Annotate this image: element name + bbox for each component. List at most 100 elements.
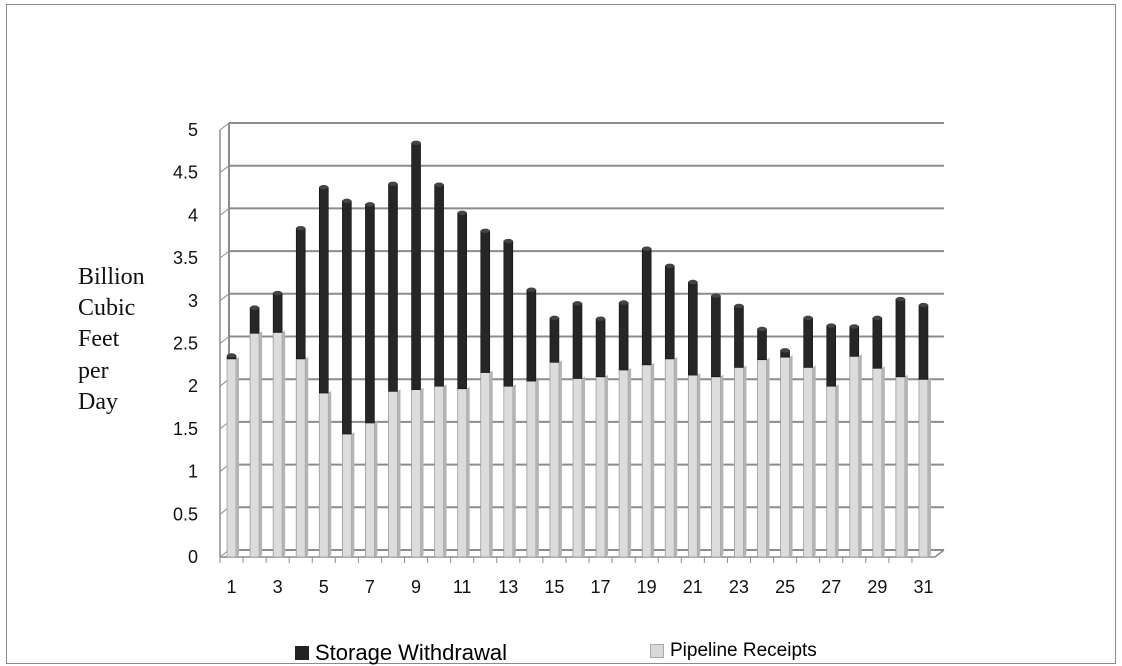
- bar-storage-withdrawal: [549, 317, 560, 363]
- bar-storage-withdrawal-cap: [480, 228, 490, 233]
- bar-pipeline-receipts: [341, 433, 352, 558]
- x-tick-label: 11: [453, 577, 472, 597]
- bar-pipeline-receipts-side: [927, 377, 931, 557]
- y-axis-label-line: Billion: [78, 264, 145, 290]
- bar-pipeline-receipts-side: [904, 374, 908, 557]
- x-tick-label: 1: [227, 577, 237, 597]
- legend-swatch-pipeline-receipts: [650, 644, 664, 658]
- bar-pipeline-receipts: [780, 356, 790, 558]
- bar-pipeline-receipts-side: [374, 420, 378, 557]
- gridline-side: [219, 165, 230, 174]
- bar-storage-withdrawal-cap: [688, 279, 698, 285]
- bar-storage-withdrawal: [388, 183, 398, 392]
- gridline-side: [219, 250, 230, 259]
- bar-storage-withdrawal-cap: [250, 305, 260, 310]
- bar-pipeline-receipts: [757, 359, 767, 558]
- x-tick-label: 3: [273, 577, 283, 597]
- bar-pipeline-receipts-side: [881, 366, 885, 557]
- y-tick-label: 1.5: [173, 419, 198, 439]
- x-tick-label: 15: [544, 577, 564, 597]
- y-axis-label: Billion Cubic Feet per Day: [78, 262, 168, 418]
- x-tick-label: 19: [637, 577, 657, 597]
- bar-pipeline-receipts: [572, 378, 583, 558]
- bar-pipeline-receipts-side: [789, 355, 793, 557]
- bar-storage-withdrawal: [826, 325, 837, 387]
- bar-storage-withdrawal: [757, 328, 767, 361]
- x-tick-label: 23: [729, 577, 749, 597]
- bar-storage-withdrawal-cap: [411, 140, 421, 146]
- bar-storage-withdrawal-cap: [273, 290, 283, 296]
- bar-storage-withdrawal-cap: [457, 210, 467, 216]
- bar-pipeline-receipts: [295, 358, 306, 558]
- bar-pipeline-receipts-side: [720, 374, 724, 557]
- bar-pipeline-receipts-side: [466, 386, 470, 557]
- bar-pipeline-receipts-side: [328, 391, 332, 557]
- bar-pipeline-receipts-side: [743, 365, 747, 557]
- bar-pipeline-receipts: [618, 369, 629, 558]
- bar-storage-withdrawal: [618, 302, 629, 371]
- y-tick-label: 4.5: [173, 163, 198, 183]
- bar-storage-withdrawal: [688, 281, 698, 376]
- bar-storage-withdrawal-cap: [526, 287, 536, 292]
- y-tick-label: 0.5: [173, 504, 198, 524]
- bar-pipeline-receipts-side: [443, 384, 447, 557]
- bar-storage-withdrawal-cap: [803, 315, 813, 321]
- x-tick-label: 25: [775, 577, 795, 597]
- bar-pipeline-receipts: [687, 374, 698, 558]
- floor-edge: [934, 549, 945, 558]
- bar-pipeline-receipts: [457, 388, 468, 558]
- x-tick-label: 13: [498, 577, 518, 597]
- bar-pipeline-receipts-side: [305, 356, 309, 557]
- bar-pipeline-receipts: [595, 376, 606, 558]
- bar-pipeline-receipts: [872, 367, 883, 558]
- bar-pipeline-receipts-side: [697, 373, 701, 557]
- y-axis-label-line: Day: [78, 388, 118, 415]
- y-axis-label-line: Cubic: [78, 295, 136, 322]
- bar-storage-withdrawal-cap: [342, 198, 352, 204]
- bar-storage-withdrawal-cap: [780, 348, 790, 353]
- bar-pipeline-receipts-side: [582, 376, 585, 557]
- bar-pipeline-receipts-side: [512, 384, 516, 557]
- x-tick-label: 7: [365, 577, 375, 597]
- bar-pipeline-receipts-side: [397, 389, 401, 557]
- bar-storage-withdrawal-cap: [665, 263, 675, 268]
- bar-storage-withdrawal-cap: [388, 181, 398, 187]
- bar-storage-withdrawal: [411, 142, 421, 390]
- bar-pipeline-receipts-side: [259, 331, 263, 557]
- bar-pipeline-receipts-side: [628, 367, 632, 557]
- y-tick-label: 4: [188, 205, 198, 225]
- bar-storage-withdrawal-cap: [642, 246, 652, 251]
- bar-pipeline-receipts: [710, 376, 721, 558]
- bar-storage-withdrawal: [734, 305, 744, 368]
- gridline-side: [219, 208, 230, 216]
- bar-storage-withdrawal-cap: [895, 296, 905, 302]
- bar-storage-withdrawal: [595, 318, 606, 378]
- bar-pipeline-receipts-side: [535, 379, 539, 557]
- bar-storage-withdrawal-cap: [849, 324, 859, 329]
- bar-pipeline-receipts: [895, 376, 906, 558]
- bar-pipeline-receipts: [641, 364, 652, 558]
- bar-pipeline-receipts: [480, 372, 491, 558]
- bar-pipeline-receipts: [365, 422, 375, 558]
- bar-pipeline-receipts-side: [766, 357, 770, 557]
- bar-storage-withdrawal: [872, 317, 883, 369]
- bar-pipeline-receipts: [918, 378, 929, 558]
- bar-storage-withdrawal: [365, 203, 375, 424]
- bar-storage-withdrawal: [664, 265, 675, 360]
- y-tick-label: 3.5: [173, 248, 198, 268]
- bar-pipeline-receipts: [434, 385, 445, 558]
- x-tick-label: 17: [591, 577, 611, 597]
- bar-pipeline-receipts: [249, 332, 260, 558]
- bar-storage-withdrawal: [434, 184, 444, 387]
- bar-pipeline-receipts-side: [812, 365, 816, 557]
- bar-pipeline-receipts-side: [282, 330, 286, 557]
- bar-pipeline-receipts: [503, 385, 514, 558]
- x-tick-label: 5: [319, 577, 329, 597]
- bar-storage-withdrawal: [342, 200, 352, 435]
- bar-storage-withdrawal: [503, 240, 514, 387]
- bar-pipeline-receipts: [803, 367, 814, 558]
- bar-storage-withdrawal-cap: [227, 353, 237, 358]
- bar-storage-withdrawal: [572, 303, 583, 379]
- gridline-side: [219, 293, 230, 302]
- bar-storage-withdrawal: [318, 186, 329, 394]
